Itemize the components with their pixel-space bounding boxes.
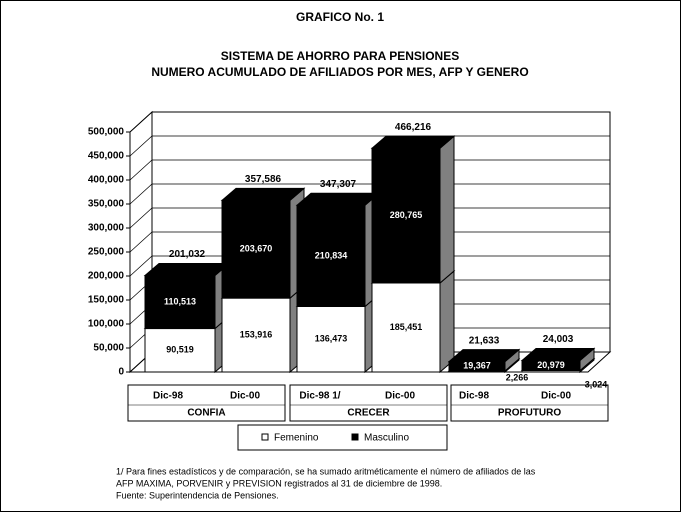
bar-segment-top (220, 187, 306, 201)
y-tick-label: 150,000 (88, 295, 125, 306)
bar-segment-top (370, 135, 456, 149)
bar-segment (521, 359, 581, 372)
group-box (450, 384, 609, 422)
value-label: 110,513 (164, 296, 196, 306)
value-label: 20,979 (537, 360, 565, 370)
bar-segment (370, 135, 456, 285)
total-label: 357,586 (245, 174, 282, 185)
bar-segment-top (143, 263, 231, 277)
y-tick-label: 500,000 (88, 127, 125, 138)
x-tick-label: Dic-98 (153, 391, 183, 402)
legend-box (237, 424, 448, 451)
value-label: 203,670 (240, 244, 273, 254)
y-tick-label: 250,000 (88, 247, 125, 258)
y-tick-label: 100,000 (88, 319, 125, 330)
y-tick-label: 400,000 (88, 175, 125, 186)
group-box (289, 384, 448, 422)
bar-segment-side (439, 269, 455, 374)
group-label: CONFIA (187, 408, 225, 419)
grid-line (129, 111, 610, 133)
value-label: 90,519 (166, 345, 194, 355)
x-tick-label: Dic-98 1/ (299, 391, 340, 402)
x-tick-label: Dic-98 (459, 391, 489, 402)
chart-title: GRAFICO No. 1 (296, 10, 384, 24)
bar-segment (371, 282, 441, 373)
bar-segment (144, 275, 216, 330)
bar-segment (221, 297, 291, 373)
value-label: 210,834 (315, 250, 348, 260)
grid-line (129, 159, 610, 181)
bar-segment-top (295, 192, 381, 206)
legend-swatch (351, 433, 359, 441)
x-tick-label: Dic-00 (385, 391, 415, 402)
bar-segment (520, 347, 596, 372)
grid-line (129, 231, 610, 253)
legend-label: Masculino (364, 433, 409, 444)
y-tick-label: 200,000 (88, 271, 125, 282)
total-label: 21,633 (469, 335, 500, 346)
legend-label: Femenino (274, 433, 319, 444)
bar-segment (296, 204, 366, 307)
value-label: 2,266 (506, 372, 529, 382)
value-label: 3,024 (585, 379, 608, 389)
bar-segment (221, 199, 291, 299)
total-label: 466,216 (395, 122, 432, 133)
grid-line (129, 255, 610, 277)
bar-segment (448, 361, 506, 372)
legend-swatch (261, 433, 269, 441)
bar-segment-side (439, 135, 455, 285)
group-label: PROFUTURO (498, 408, 562, 419)
bar-segment (296, 305, 366, 373)
grid-line (129, 207, 610, 229)
total-label: 347,307 (320, 179, 357, 190)
value-label: 280,765 (390, 210, 423, 220)
total-label: 201,032 (169, 249, 206, 260)
group-label: CRECER (347, 408, 390, 419)
value-label: 153,916 (240, 329, 273, 339)
y-tick-label: 50,000 (93, 343, 124, 354)
x-tick-label: Dic-00 (541, 391, 571, 402)
x-tick-label: Dic-00 (230, 391, 260, 402)
subtitle: SISTEMA DE AHORRO PARA PENSIONES (221, 49, 459, 63)
bar-segment (144, 328, 216, 373)
footnote: 1/ Para fines estadísticos y de comparac… (116, 466, 536, 476)
y-tick-label: 350,000 (88, 199, 125, 210)
grid-line (129, 135, 610, 157)
y-tick-label: 450,000 (88, 151, 125, 162)
y-tick-label: 0 (118, 367, 124, 378)
value-label: 19,367 (463, 361, 491, 371)
footnote: AFP MAXIMA, PORVENIR y PREVISION registr… (116, 478, 442, 488)
grid-line (129, 183, 610, 205)
bar-segment (447, 348, 521, 372)
value-label: 185,451 (390, 322, 423, 332)
value-label: 136,473 (315, 334, 348, 344)
subtitle: NUMERO ACUMULADO DE AFILIADOS POR MES, A… (151, 65, 528, 79)
y-tick-label: 300,000 (88, 223, 125, 234)
group-box (127, 384, 286, 422)
bar-segment (371, 147, 441, 284)
total-label: 24,003 (543, 334, 574, 345)
footnote: Fuente: Superintendencia de Pensiones. (116, 490, 279, 500)
